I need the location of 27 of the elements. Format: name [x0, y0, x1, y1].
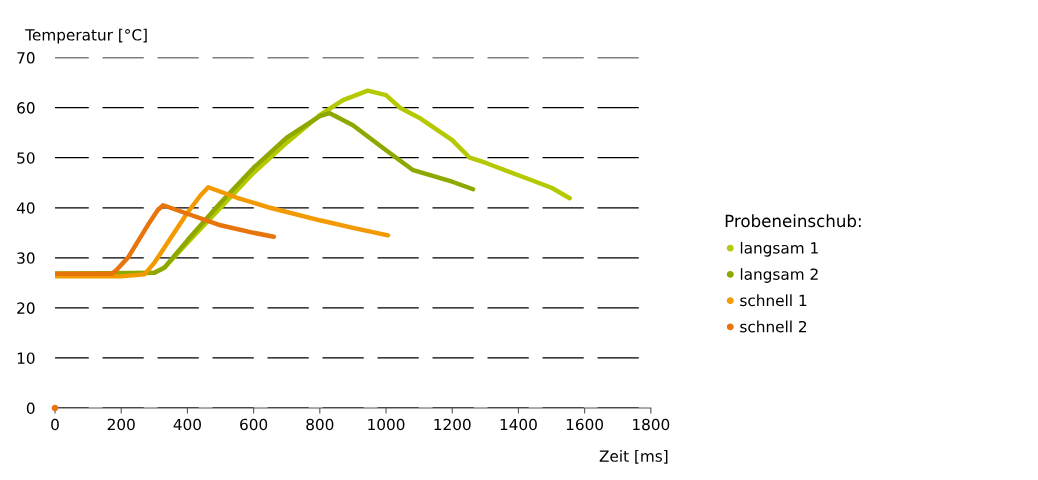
y-tick-label: 20: [17, 302, 35, 314]
x-tick-label: 1800: [633, 418, 670, 431]
y-tick-label: 50: [17, 152, 35, 164]
y-tick-label: 60: [17, 102, 35, 114]
y-tick-label: 0: [26, 402, 35, 415]
y-tick-label: 70: [17, 52, 35, 64]
x-tick-label: 600: [240, 418, 268, 431]
y-axis-title: Temperatur [°C]: [25, 28, 147, 44]
x-tick-label: 1400: [500, 418, 537, 431]
x-tick-label: 1600: [566, 418, 604, 431]
line-series: [55, 203, 277, 277]
line-series: [55, 185, 391, 279]
legend-label: langsam 1: [740, 241, 818, 257]
y-tick-label: 30: [17, 252, 35, 264]
x-tick-label: 400: [173, 418, 201, 431]
x-tick-label: 0: [51, 418, 59, 431]
legend-label: schnell 1: [740, 294, 807, 307]
legend-title: Probeneinschub:: [725, 214, 861, 228]
x-tick-label: 200: [107, 418, 135, 431]
x-tick-label: 1200: [434, 418, 471, 431]
y-tick-label: 10: [17, 352, 35, 364]
legend-label: schnell 2: [740, 320, 807, 333]
legend-label: langsam 2: [740, 268, 818, 283]
x-tick-label: 800: [306, 418, 334, 431]
y-tick-label: 40: [16, 202, 35, 214]
x-axis-title: Zeit [ms]: [599, 450, 668, 464]
x-tick-label: 1000: [368, 418, 405, 431]
